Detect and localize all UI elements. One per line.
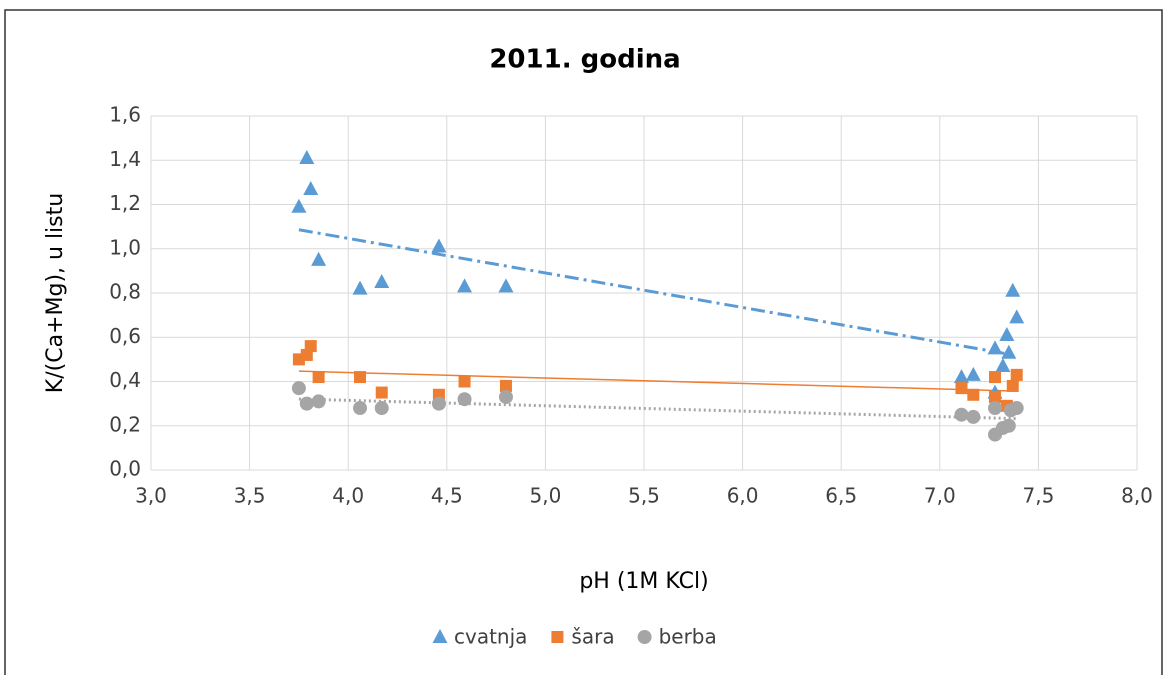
point <box>431 396 446 411</box>
y-tick-label: 0,4 <box>109 368 141 392</box>
point <box>1006 379 1019 392</box>
point <box>966 409 981 424</box>
legend-label: berba <box>659 625 717 649</box>
y-tick-label: 0,2 <box>109 412 141 436</box>
y-tick-label: 0,6 <box>109 324 141 348</box>
y-tick-label: 1,2 <box>109 191 141 215</box>
x-tick-label: 6,5 <box>825 484 857 508</box>
point <box>953 369 969 384</box>
point <box>354 371 367 384</box>
point <box>498 278 514 293</box>
point <box>955 382 968 395</box>
y-tick-label: 1,4 <box>109 147 141 171</box>
point <box>303 181 319 196</box>
y-axis-label: K/(Ca+Mg), u listu <box>43 193 68 393</box>
point <box>458 375 471 388</box>
point <box>311 394 326 409</box>
point <box>375 386 388 399</box>
x-tick-label: 7,0 <box>924 484 956 508</box>
point <box>299 150 315 165</box>
legend-marker <box>432 629 448 643</box>
point <box>498 389 513 404</box>
point <box>1010 368 1023 381</box>
x-tick-label: 4,0 <box>332 484 364 508</box>
point <box>457 278 473 293</box>
y-tick-label: 0,0 <box>109 457 141 481</box>
y-tick-label: 0,8 <box>109 280 141 304</box>
point <box>457 392 472 407</box>
point <box>499 379 512 392</box>
point <box>989 390 1002 403</box>
point <box>374 273 390 288</box>
y-tick-label: 1,0 <box>109 235 141 259</box>
x-tick-label: 3,5 <box>234 484 266 508</box>
point <box>311 251 327 266</box>
chart-title: 2011. godina <box>489 45 680 75</box>
point <box>1009 401 1024 416</box>
x-tick-label: 4,5 <box>431 484 463 508</box>
point <box>954 407 969 422</box>
legend-label: cvatnja <box>454 625 527 649</box>
point <box>995 358 1011 373</box>
trendline <box>298 228 1017 357</box>
x-tick-label: 6,0 <box>727 484 759 508</box>
point <box>988 401 1003 416</box>
point <box>1001 418 1016 433</box>
x-axis-label: pH (1M KCl) <box>579 569 708 594</box>
point <box>999 327 1015 342</box>
point <box>987 340 1003 355</box>
point <box>312 371 325 384</box>
point <box>353 401 368 416</box>
point <box>304 340 317 353</box>
x-tick-label: 8,0 <box>1121 484 1153 508</box>
point <box>291 381 306 396</box>
point <box>431 238 447 253</box>
point <box>374 401 389 416</box>
trendline <box>298 370 1017 392</box>
point <box>291 198 307 213</box>
point <box>1001 344 1017 359</box>
x-tick-label: 3,0 <box>135 484 167 508</box>
chart-frame <box>4 9 1163 675</box>
y-tick-label: 1,6 <box>109 103 141 127</box>
point <box>1005 282 1021 297</box>
point <box>989 371 1002 384</box>
x-tick-label: 5,0 <box>529 484 561 508</box>
point <box>965 366 981 381</box>
point <box>352 280 368 295</box>
legend-marker <box>551 631 564 643</box>
legend-label: šara <box>571 625 614 649</box>
x-tick-label: 7,5 <box>1022 484 1054 508</box>
point <box>967 388 980 401</box>
point <box>1009 309 1025 324</box>
x-tick-label: 5,5 <box>628 484 660 508</box>
legend-marker <box>637 630 652 644</box>
point <box>299 396 314 411</box>
